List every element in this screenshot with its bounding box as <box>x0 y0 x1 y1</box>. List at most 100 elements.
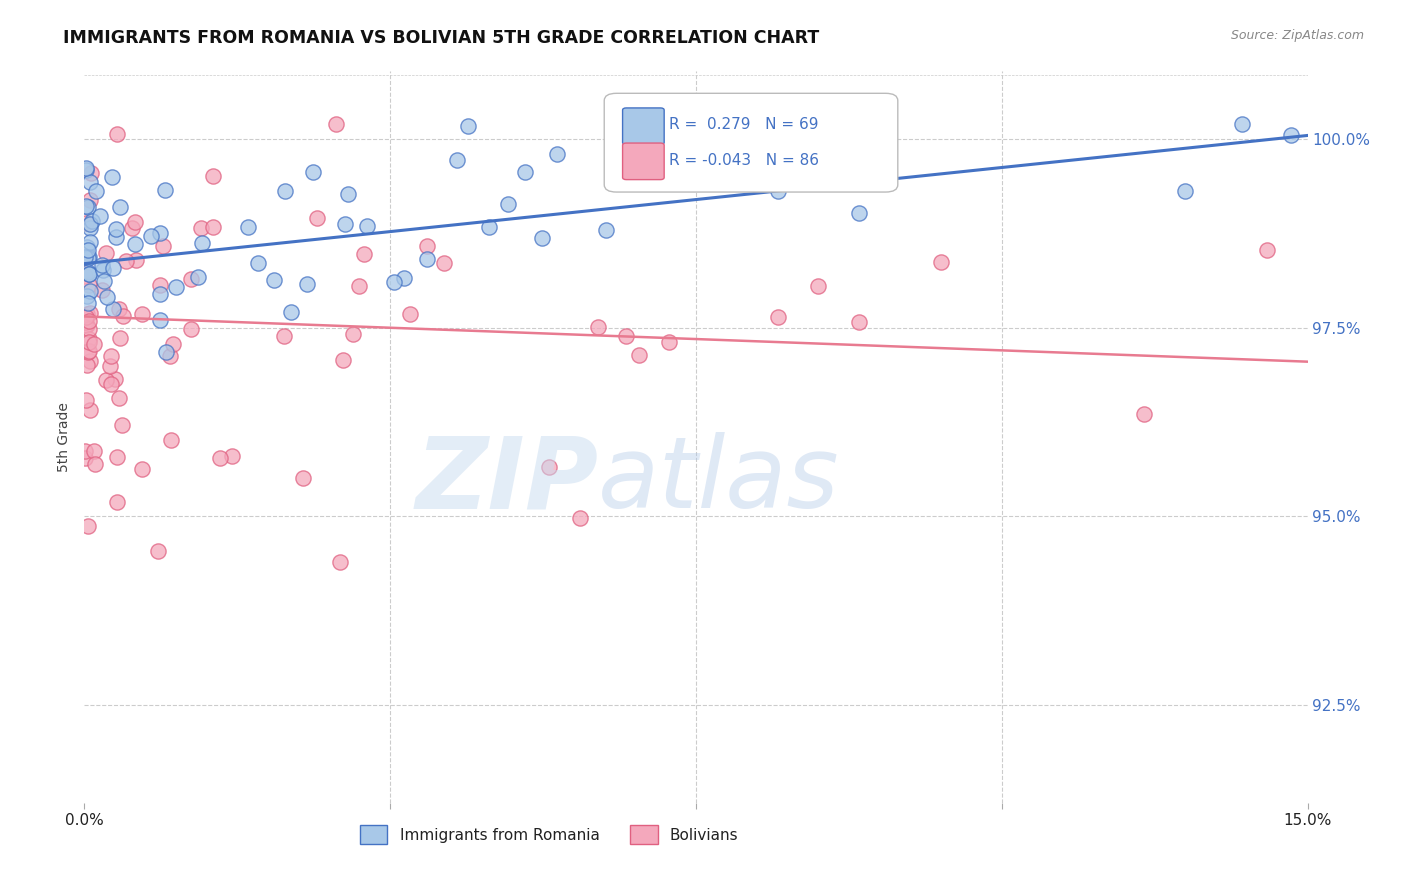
Point <box>139 228 162 243</box>
Point <box>79 284 101 298</box>
Point <box>79 403 101 417</box>
Point <box>614 329 637 343</box>
Point <box>336 186 359 201</box>
Point <box>131 307 153 321</box>
Point <box>307 211 329 225</box>
Point <box>848 205 870 219</box>
Point <box>84 457 107 471</box>
Point <box>103 302 125 317</box>
Point <box>75 161 97 175</box>
Point <box>180 322 202 336</box>
Point <box>79 235 101 249</box>
Point <box>93 274 115 288</box>
Point <box>273 328 295 343</box>
Point <box>329 556 352 570</box>
Point <box>104 372 127 386</box>
Point <box>75 199 97 213</box>
Point <box>101 260 124 275</box>
Point <box>100 350 122 364</box>
Point <box>356 219 378 234</box>
Point <box>125 252 148 267</box>
Point <box>76 358 98 372</box>
Point <box>929 255 952 269</box>
Point <box>236 219 259 234</box>
Point <box>76 318 98 332</box>
Text: R =  0.279   N = 69: R = 0.279 N = 69 <box>669 117 818 132</box>
Point <box>342 327 364 342</box>
Point <box>162 337 184 351</box>
Point <box>498 197 520 211</box>
Text: ZIP: ZIP <box>415 433 598 530</box>
Point <box>98 359 121 373</box>
Point <box>111 418 134 433</box>
Point <box>1256 243 1278 257</box>
Point <box>446 153 468 167</box>
Point <box>149 286 172 301</box>
Point <box>149 277 172 292</box>
Point <box>77 322 100 336</box>
Point <box>91 258 114 272</box>
Point <box>111 309 134 323</box>
Point <box>76 244 98 258</box>
Point <box>392 270 415 285</box>
Point <box>77 345 100 359</box>
Point <box>77 267 100 281</box>
Point <box>247 256 270 270</box>
FancyBboxPatch shape <box>605 94 898 192</box>
Point <box>96 290 118 304</box>
Point <box>658 334 681 349</box>
Point <box>160 433 183 447</box>
Point <box>1279 128 1302 142</box>
Point <box>76 289 98 303</box>
Point <box>627 348 650 362</box>
Text: R = -0.043   N = 86: R = -0.043 N = 86 <box>669 153 820 168</box>
Point <box>91 263 114 277</box>
Point <box>301 165 323 179</box>
Point <box>83 337 105 351</box>
Point <box>187 269 209 284</box>
Point <box>433 256 456 270</box>
Point <box>202 169 225 183</box>
Point <box>149 313 172 327</box>
Point <box>457 120 479 134</box>
Point <box>76 265 98 279</box>
Point <box>79 175 101 189</box>
Point <box>80 166 103 180</box>
Legend: Immigrants from Romania, Bolivians: Immigrants from Romania, Bolivians <box>354 819 745 850</box>
Point <box>105 450 128 465</box>
Point <box>546 146 568 161</box>
FancyBboxPatch shape <box>623 108 664 145</box>
Point <box>77 335 100 350</box>
Point <box>110 200 132 214</box>
Point <box>149 226 172 240</box>
Point <box>105 222 128 236</box>
Point <box>73 450 96 465</box>
Point <box>146 544 169 558</box>
Point <box>1133 407 1156 421</box>
Point <box>79 217 101 231</box>
Point <box>595 223 617 237</box>
Point <box>89 209 111 223</box>
Point <box>416 252 439 266</box>
Point <box>398 307 420 321</box>
Point <box>73 444 96 458</box>
Point <box>83 444 105 458</box>
Point <box>159 349 181 363</box>
Point <box>91 283 114 297</box>
Point <box>110 331 132 345</box>
Point <box>75 162 97 177</box>
Point <box>75 318 97 332</box>
Point <box>263 273 285 287</box>
Point <box>75 392 97 407</box>
Point <box>478 220 501 235</box>
Point <box>807 278 830 293</box>
Point <box>190 220 212 235</box>
Y-axis label: 5th Grade: 5th Grade <box>58 402 72 472</box>
Point <box>274 184 297 198</box>
Point <box>76 307 98 321</box>
Point <box>201 219 224 234</box>
Point <box>94 373 117 387</box>
Point <box>77 332 100 346</box>
Point <box>180 272 202 286</box>
Point <box>77 343 100 358</box>
